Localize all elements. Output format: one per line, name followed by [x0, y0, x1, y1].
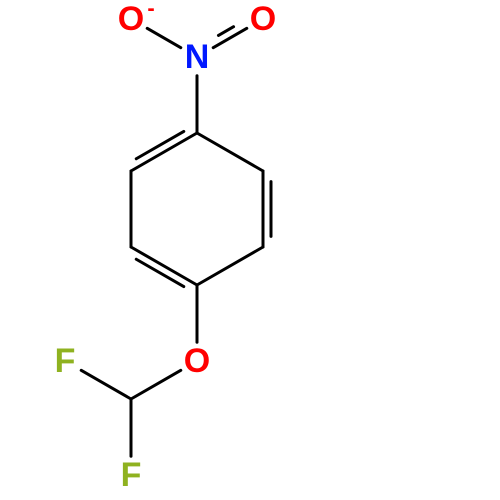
bond-line — [213, 28, 247, 47]
bond-line — [197, 133, 263, 171]
atom-n-label: N — [185, 38, 210, 76]
bond-line — [81, 370, 131, 399]
molecule-diagram: O-NOOFF — [0, 0, 500, 500]
atom-charge-label: - — [147, 0, 154, 21]
bond-line — [197, 247, 263, 285]
bond-line — [131, 133, 197, 171]
bond-line — [131, 370, 181, 399]
bond-line — [147, 28, 181, 47]
atom-f-label: F — [55, 342, 76, 380]
atom-o-label: O — [250, 0, 276, 38]
atom-o-label: O — [184, 342, 210, 380]
bond-line — [218, 27, 233, 36]
atom-o-label: O — [118, 0, 144, 38]
bond-line — [131, 247, 197, 285]
atom-f-label: F — [121, 456, 142, 494]
